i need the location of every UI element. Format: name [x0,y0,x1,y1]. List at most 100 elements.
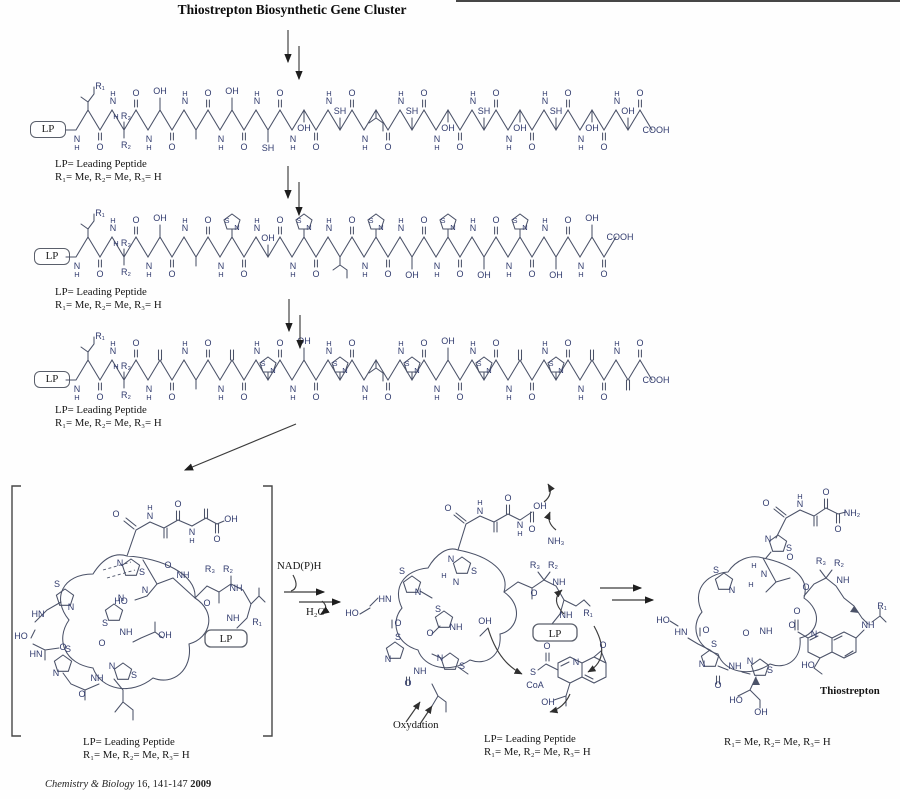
atom-label: H [434,270,439,279]
atom-label: N [448,554,455,564]
nadph-label: NAD(P)H [277,560,322,572]
atom-label: N [326,223,333,233]
atom-label: N [522,223,527,232]
atom-label: O [742,628,749,638]
diagonal-arrow-to-macrocycle [183,423,297,471]
atom-label: S [395,632,401,642]
atom-label: N [182,223,189,233]
atom-label: R₂ [548,560,558,570]
atom-label: H [113,239,118,248]
atom-label: S [296,216,301,225]
atom-label: O [492,88,499,98]
atom-label: N [415,587,422,597]
left-caption-line2: R₁= Me, R₂= Me, R₃= H [83,748,190,761]
atom-label: N [614,346,621,356]
atom-label: H [441,571,446,580]
atom-label: R₁ [583,608,593,618]
atom-label: O [168,142,175,152]
atom-label: O [528,142,535,152]
atom-label: O [564,215,571,225]
atom-label: S [332,359,337,368]
water-label: H₂O [306,606,326,618]
atom-label: N [747,656,754,666]
atom-label: O [240,392,247,402]
atom-label: O [456,142,463,152]
atom-label: N [74,134,81,144]
atom-label: OH [477,270,491,280]
row3-caption-line1: LP= Leading Peptide [55,404,147,416]
atom-label: O [599,640,606,650]
atom-label: H [254,89,259,98]
atom-label: S [399,566,405,576]
backbone [65,108,653,132]
atom-label: O [786,552,793,562]
atom-label: N [109,661,116,671]
lp-box-row1: LP [30,121,66,138]
atom-label: O [204,88,211,98]
atom-label: N [378,223,383,232]
atom-label: O [543,641,550,651]
backbone [65,235,617,259]
atom-label: H [434,393,439,402]
thiazole-rings [700,572,770,676]
atom-label: SH [262,143,275,153]
atom-label: N [506,384,513,394]
atom-label: OH [541,697,555,707]
atom-label: H [182,216,187,225]
atom-label: NH₂ [844,508,861,518]
atom-label: HN [32,609,45,619]
substituent-bonds [669,557,887,709]
curved-arrow-epoxide [587,625,603,673]
atom-label: O [132,215,139,225]
atom-label: NH [553,577,566,587]
atom-label: N [362,134,369,144]
atom-label: H [218,270,223,279]
atom-label: R₁ [95,208,105,218]
atom-label: COOH [643,125,670,135]
atom-label: O [174,499,181,509]
atom-label: R₁ [252,617,262,627]
atom-label: N [578,384,585,394]
atom-label: NH [227,613,240,623]
atom-label: R₂ [121,140,131,150]
atom-label: O [600,392,607,402]
atom-label: S [786,543,792,553]
atom-label: NH [91,673,104,683]
row1-caption-line2: R₁= Me, R₂= Me, R₃= H [55,170,162,183]
row3-caption-line2: R₁= Me, R₂= Me, R₃= H [55,416,162,429]
atom-label: O [276,88,283,98]
citation-year: 2009 [190,779,212,790]
atom-label: R₂ [223,564,233,574]
atom-label: H [218,393,223,402]
atom-label: H [477,498,482,507]
atom-label: N [110,223,117,233]
atom-label: H [578,270,583,279]
atom-label: N [517,520,524,530]
atom-label: H [74,143,79,152]
atom-label: N [614,96,621,106]
atom-label: H [578,393,583,402]
atom-label: O [492,215,499,225]
atom-label: S [512,216,517,225]
atom-label: H [362,270,367,279]
macrocycle-ring [395,548,518,669]
atom-label: N [182,346,189,356]
atom-label: N [118,593,125,603]
atom-label: N [53,668,60,678]
atom-label: OH [153,213,167,223]
atom-label: OH [585,123,599,133]
atom-label: N [542,96,549,106]
lp-box-left-macrocycle [204,629,248,648]
atom-label: N [254,223,261,233]
atom-label: N [218,261,225,271]
atom-label: H [398,339,403,348]
atom-label: OH [153,86,167,96]
atom-label: H [434,143,439,152]
atom-label: S [131,670,137,680]
atom-label: S [459,661,465,671]
atom-label: O [240,269,247,279]
atom-label: O [530,588,537,598]
substituent-bonds [30,559,266,721]
atom-label: S [65,644,71,654]
